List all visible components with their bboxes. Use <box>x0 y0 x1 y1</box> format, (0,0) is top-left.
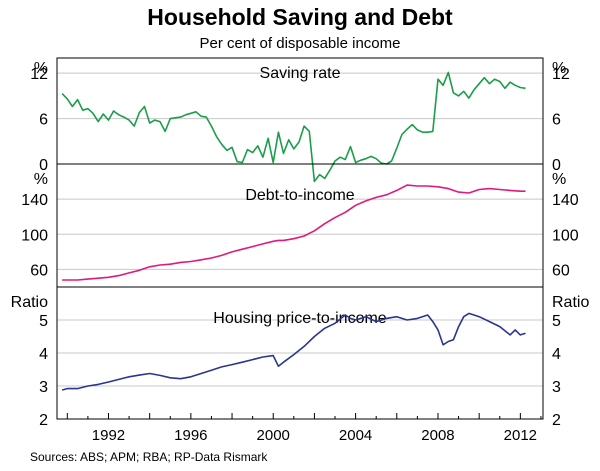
y-tick-label-left: 12 <box>30 66 48 83</box>
y-tick-label-right: 3 <box>552 379 561 396</box>
x-tick-label: 1996 <box>174 427 207 444</box>
y-tick-label-right: 5 <box>552 313 561 330</box>
x-tick-label: 1992 <box>92 427 125 444</box>
plot-frame <box>56 57 544 420</box>
x-tick-label: 2000 <box>257 427 290 444</box>
chart-subtitle: Per cent of disposable income <box>199 35 401 52</box>
y-unit-label-right: % <box>552 60 566 77</box>
x-tick-label: 2004 <box>339 427 372 444</box>
y-tick-label-right: 6 <box>552 112 561 129</box>
y-tick-label-left: 100 <box>21 227 48 244</box>
panel-title: Housing price-to-income <box>213 310 387 327</box>
y-unit-label-left: % <box>34 60 48 77</box>
series-line <box>61 312 526 391</box>
series-line <box>62 184 526 281</box>
panel-title: Debt-to-income <box>245 187 354 204</box>
y-unit-label-right: Ratio <box>552 294 589 311</box>
y-unit-label-left: % <box>34 171 48 188</box>
x-tick-label: 2008 <box>421 427 454 444</box>
panel-title: Saving rate <box>260 65 341 82</box>
y-unit-label-left: Ratio <box>11 294 48 311</box>
y-tick-label-left: 0 <box>39 157 48 174</box>
y-tick-label-left: 6 <box>39 112 48 129</box>
y-tick-label-right: 2 <box>552 412 561 429</box>
y-tick-label-right: 100 <box>552 227 579 244</box>
y-tick-label-right: 12 <box>552 66 570 83</box>
y-tick-label-right: 140 <box>552 192 579 209</box>
x-tick-label: 2012 <box>504 427 537 444</box>
y-tick-label-right: 60 <box>552 262 570 279</box>
chart-title: Household Saving and Debt <box>147 4 453 30</box>
y-tick-label-right: 0 <box>552 157 561 174</box>
series-line <box>61 71 526 183</box>
y-tick-label-right: 4 <box>552 346 561 363</box>
y-tick-label-left: 140 <box>21 192 48 209</box>
y-tick-label-left: 3 <box>39 379 48 396</box>
y-tick-label-left: 60 <box>30 262 48 279</box>
y-unit-label-right: % <box>552 171 566 188</box>
chart-source-note: Sources: ABS; APM; RBA; RP-Data Rismark <box>30 450 268 464</box>
y-tick-label-left: 2 <box>39 412 48 429</box>
y-tick-label-left: 5 <box>39 313 48 330</box>
y-tick-label-left: 4 <box>39 346 48 363</box>
